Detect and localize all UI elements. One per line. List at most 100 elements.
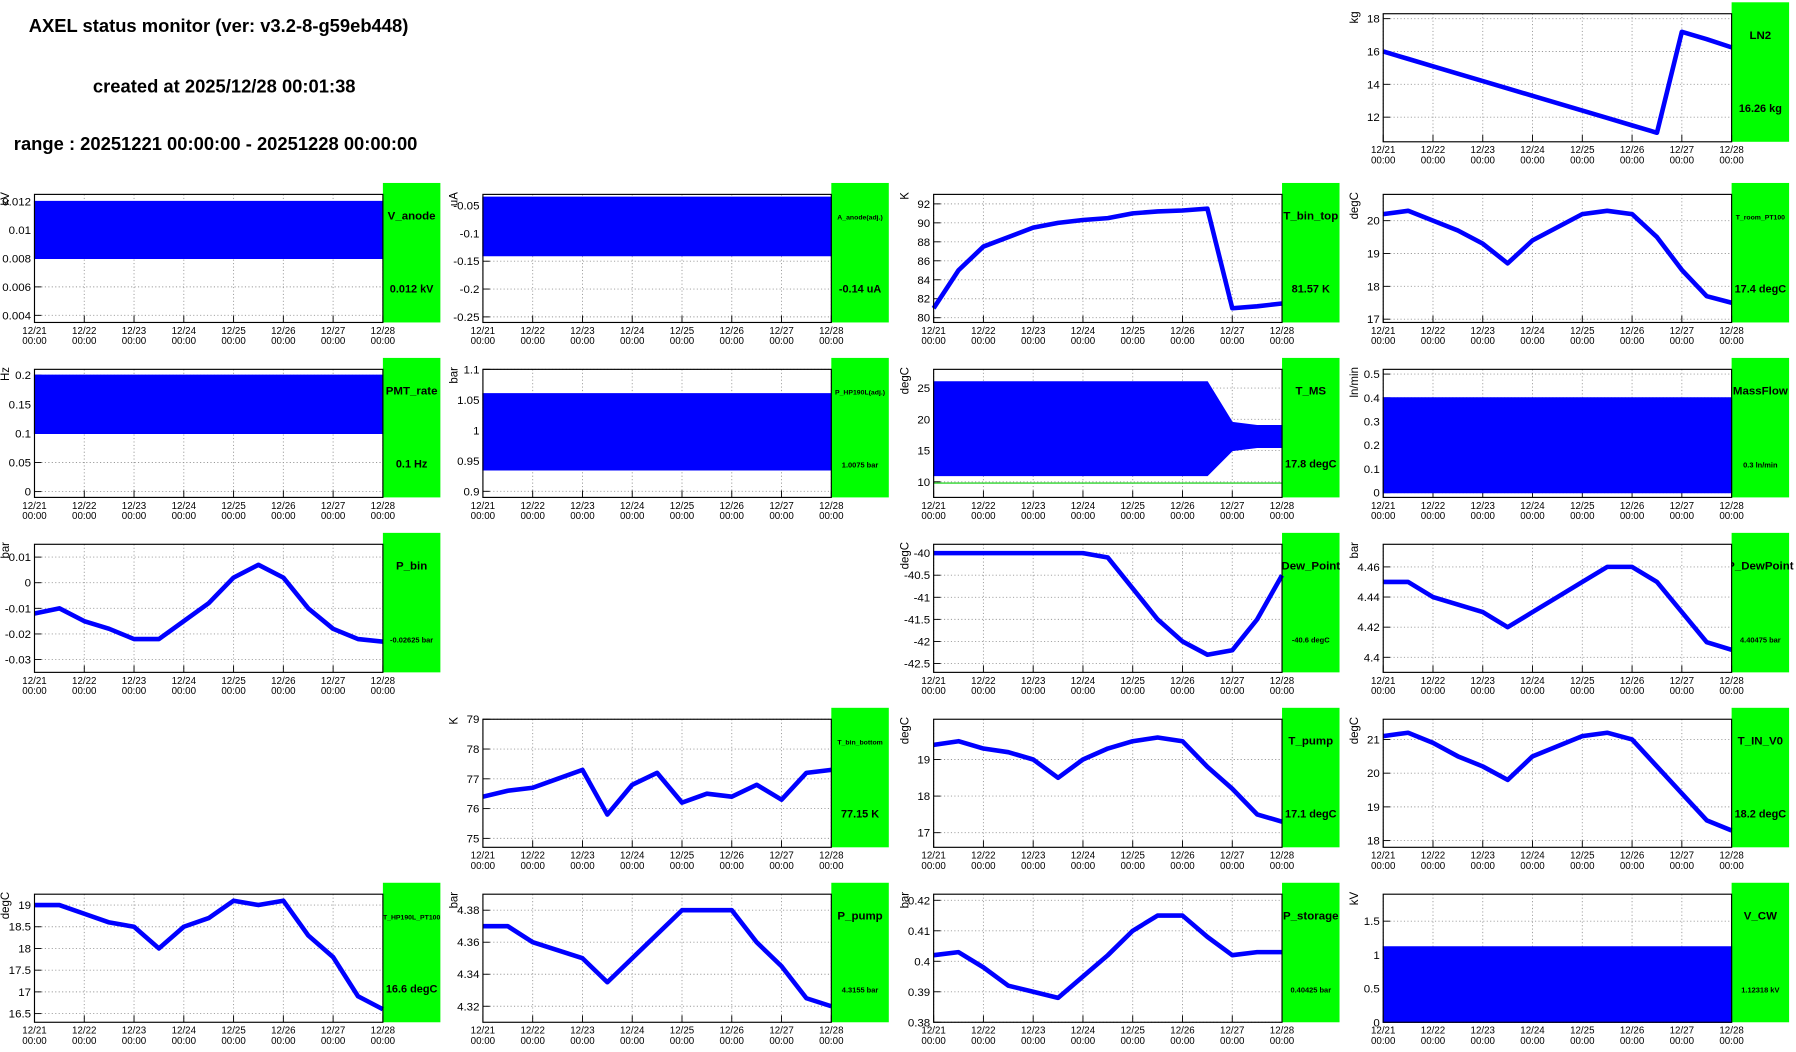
x-tick-time: 00:00 xyxy=(1270,511,1295,522)
x-tick-time: 00:00 xyxy=(1570,156,1595,167)
unit-label: degC xyxy=(899,717,911,744)
x-tick-date: 12/28 xyxy=(371,326,395,337)
y-tick-label: 21 xyxy=(1367,734,1380,746)
y-tick-label: 20 xyxy=(1367,216,1380,228)
x-tick-date: 12/28 xyxy=(1719,145,1743,156)
x-tick-time: 00:00 xyxy=(1471,156,1496,167)
x-tick-time: 00:00 xyxy=(1071,511,1096,522)
x-tick-date: 12/25 xyxy=(1121,326,1145,337)
x-tick-date: 12/24 xyxy=(620,1026,645,1037)
unit-label: Hz xyxy=(0,367,12,381)
x-tick-time: 00:00 xyxy=(1371,1036,1396,1047)
unit-label: bar xyxy=(0,542,12,559)
current-value: -40.6 degC xyxy=(1292,636,1330,645)
y-tick-label: 0.01 xyxy=(9,225,31,237)
x-tick-date: 12/25 xyxy=(670,501,694,512)
y-tick-label: 25 xyxy=(917,383,930,395)
x-tick-time: 00:00 xyxy=(1071,686,1096,697)
data-line xyxy=(1382,730,1733,833)
status-box xyxy=(831,357,889,498)
x-tick-date: 12/23 xyxy=(570,326,594,337)
x-tick-time: 00:00 xyxy=(1071,336,1096,347)
x-tick-date: 12/25 xyxy=(221,501,245,512)
x-tick-date: 12/24 xyxy=(172,501,197,512)
x-tick-date: 12/22 xyxy=(1421,145,1445,156)
x-tick-date: 12/22 xyxy=(971,501,995,512)
plot-area xyxy=(933,544,1283,673)
x-tick-time: 00:00 xyxy=(1620,686,1645,697)
x-tick-date: 12/27 xyxy=(1220,851,1244,862)
current-value: 18.2 degC xyxy=(1735,809,1787,821)
plot-frame xyxy=(33,193,384,324)
x-tick-time: 00:00 xyxy=(921,861,946,872)
x-tick-date: 12/24 xyxy=(620,851,645,862)
x-tick-time: 00:00 xyxy=(1670,336,1695,347)
x-tick-date: 12/25 xyxy=(1121,676,1145,687)
plot-frame xyxy=(1382,893,1733,1023)
plot-frame xyxy=(1382,368,1733,498)
x-tick-time: 00:00 xyxy=(620,861,645,872)
x-tick-time: 00:00 xyxy=(1421,511,1446,522)
x-tick-time: 00:00 xyxy=(471,336,496,347)
y-tick-label: 75 xyxy=(467,833,480,845)
plot-frame xyxy=(33,543,384,673)
y-tick-label: 0.41 xyxy=(908,926,930,938)
panel-name: P_storage xyxy=(1283,910,1339,922)
panel-name: V_CW xyxy=(1744,910,1777,922)
x-tick-time: 00:00 xyxy=(1021,336,1046,347)
x-tick-date: 12/23 xyxy=(1471,851,1495,862)
x-tick-date: 12/21 xyxy=(921,326,945,337)
x-tick-date: 12/24 xyxy=(172,676,197,687)
y-tick-label: 19 xyxy=(1367,249,1380,261)
unit-label: kg xyxy=(1349,11,1361,23)
panel-name: T_room_PT100 xyxy=(1736,215,1785,222)
x-tick-date: 12/23 xyxy=(1021,326,1045,337)
status-box xyxy=(1731,182,1790,323)
x-tick-date: 12/25 xyxy=(1121,501,1145,512)
x-tick-date: 12/26 xyxy=(720,851,744,862)
x-tick-time: 00:00 xyxy=(1719,1036,1744,1047)
y-tick-label: 4.42 xyxy=(1357,622,1379,634)
status-box xyxy=(1282,357,1340,498)
y-tick-label: 1.1 xyxy=(464,364,480,376)
x-tick-date: 12/27 xyxy=(1220,501,1244,512)
x-tick-time: 00:00 xyxy=(1021,1036,1046,1047)
panel: P_storage 0.40425 bar 0.38 0.39 0.4 0.41 0.42 1… xyxy=(899,882,1340,1047)
x-tick-time: 00:00 xyxy=(1520,336,1545,347)
x-tick-date: 12/25 xyxy=(670,1026,694,1037)
x-tick-date: 12/24 xyxy=(1071,1026,1096,1037)
y-tick-label: 0.2 xyxy=(15,370,31,382)
x-tick-date: 12/22 xyxy=(72,326,96,337)
status-box xyxy=(1731,357,1790,498)
x-tick-date: 12/23 xyxy=(1021,676,1045,687)
current-value: 81.57 K xyxy=(1292,284,1330,296)
x-tick-time: 00:00 xyxy=(1121,511,1146,522)
y-tick-label: 1.05 xyxy=(457,395,479,407)
x-tick-time: 00:00 xyxy=(1121,336,1146,347)
panel: P_HP190L(adj.) 1.0075 bar 0.9 0.95 1 1.05 1.1 1… xyxy=(449,357,889,522)
plot-area xyxy=(933,194,1283,323)
plot-frame xyxy=(33,893,384,1023)
x-tick-date: 12/28 xyxy=(1270,326,1294,337)
x-tick-date: 12/28 xyxy=(1719,501,1743,512)
panel-name: Dew_Point xyxy=(1281,560,1340,572)
x-tick-time: 00:00 xyxy=(670,861,695,872)
unit-label: degC xyxy=(899,542,911,569)
x-tick-date: 12/23 xyxy=(1021,501,1045,512)
x-tick-time: 00:00 xyxy=(1021,861,1046,872)
x-tick-date: 12/23 xyxy=(122,501,146,512)
unit-label: kV xyxy=(1349,892,1361,906)
x-tick-time: 00:00 xyxy=(172,336,197,347)
x-tick-time: 00:00 xyxy=(921,686,946,697)
x-tick-date: 12/24 xyxy=(172,1026,197,1037)
x-tick-date: 12/26 xyxy=(1170,326,1194,337)
x-tick-time: 00:00 xyxy=(1570,686,1595,697)
plot-frame xyxy=(1382,543,1733,673)
panel-name: PMT_rate xyxy=(386,386,438,398)
x-tick-date: 12/21 xyxy=(921,501,945,512)
y-tick-label: 0.15 xyxy=(9,399,31,411)
x-tick-date: 12/24 xyxy=(1071,851,1096,862)
x-tick-time: 00:00 xyxy=(1719,511,1744,522)
